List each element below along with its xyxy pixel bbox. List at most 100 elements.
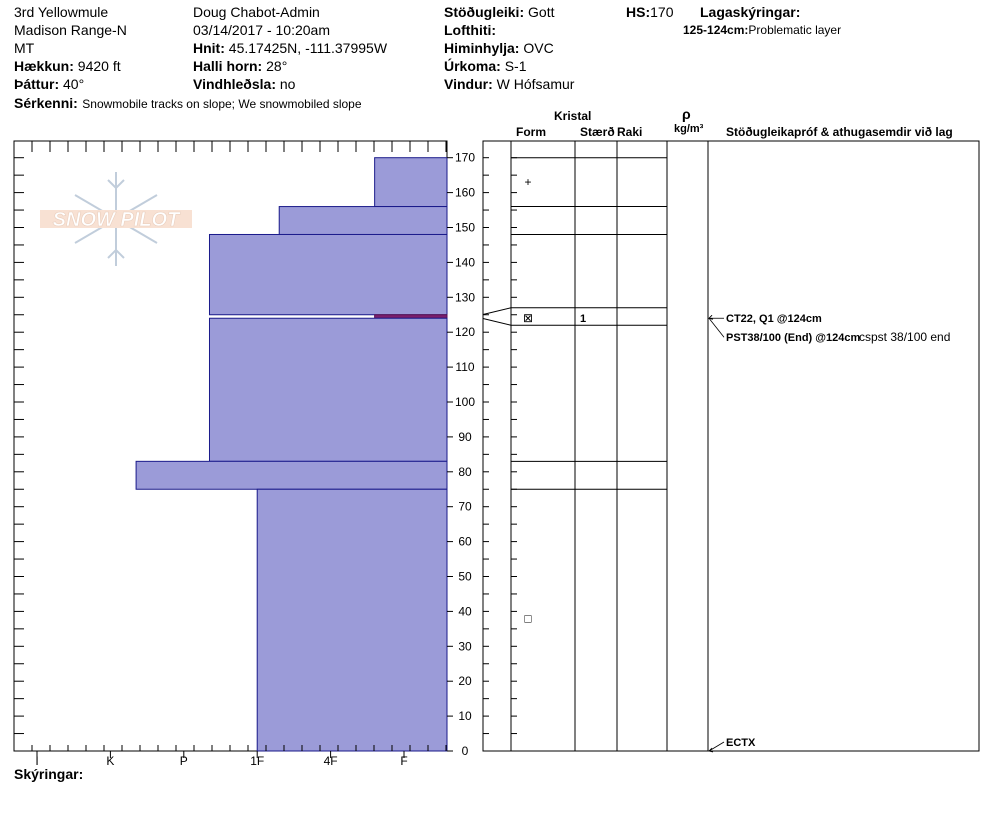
height-tick-label: 70 xyxy=(458,500,472,514)
sky-cover-label: Himinhylja: xyxy=(444,40,520,56)
top-ticks xyxy=(13,141,447,152)
density-symbol: ρ xyxy=(682,106,691,122)
precipitation: Úrkoma: S-1 xyxy=(444,59,526,73)
wind-label: Vindur: xyxy=(444,76,493,92)
height-tick-label: 50 xyxy=(458,570,472,584)
elevation: Hækkun: 9420 ft xyxy=(14,59,121,73)
features-value: Snowmobile tracks on slope; We snowmobil… xyxy=(82,97,362,111)
stability-value: Gott xyxy=(528,4,555,20)
location-state: MT xyxy=(14,40,35,56)
grain-table-frame xyxy=(482,140,980,752)
hardness-tick-label: F xyxy=(400,754,407,768)
legend-title: Lagaskýringar: xyxy=(700,4,801,20)
logo-text: SNOW PILOT xyxy=(53,209,181,231)
sky-cover: Himinhylja: OVC xyxy=(444,41,554,55)
location-range: Madison Range-N xyxy=(14,22,127,38)
elevation-value: 9420 ft xyxy=(77,58,121,74)
grain-form-symbol: ⊠ xyxy=(523,311,533,325)
observer: Doug Chabot-Admin xyxy=(193,4,320,20)
hardness-layer xyxy=(135,460,448,490)
form-header: Form xyxy=(516,125,546,139)
boundary-connector xyxy=(482,318,512,326)
hardness-layer xyxy=(278,206,448,235)
table-ticks xyxy=(483,157,517,752)
height-tick-label: 170 xyxy=(455,151,475,165)
datetime: 03/14/2017 - 10:20am xyxy=(193,22,330,38)
stability-label: Stöðugleiki: xyxy=(444,4,525,20)
legend-entry: 125-124cm:Problematic layer xyxy=(683,24,841,36)
wind-value: W Hófsamur xyxy=(496,76,575,92)
hardness-tick-label: P xyxy=(180,754,188,768)
boundary-connector xyxy=(482,307,512,315)
air-temp: Lofthiti: xyxy=(444,23,496,37)
size-header: Stærð xyxy=(580,125,615,139)
aspect-label: Þáttur: xyxy=(14,76,60,92)
grain-form-symbol: + xyxy=(524,175,531,189)
crystal-header: Kristal xyxy=(554,109,592,123)
height-tick-label: 130 xyxy=(455,290,475,304)
air-temp-label: Lofthiti: xyxy=(444,22,497,38)
sky-cover-value: OVC xyxy=(523,40,554,56)
layer-boundaries xyxy=(482,157,667,490)
test-pointer-line xyxy=(708,317,725,338)
height-tick-label: 80 xyxy=(458,465,472,479)
wind-loading: Vindhleðsla: no xyxy=(193,77,295,91)
stability-test-label: PST38/100 (End) @124cm xyxy=(726,332,860,344)
test-pointer-arrow xyxy=(708,747,714,753)
hardness-layer xyxy=(208,233,448,316)
height-tick-label: 110 xyxy=(455,360,474,374)
tests-header: Stöðugleikapróf & athugasemdir við lag xyxy=(726,125,953,139)
grain-size-value: 1 xyxy=(580,313,586,325)
slope-angle-value: 28° xyxy=(266,58,288,74)
coordinates: Hnit: 45.17425N, -111.37995W xyxy=(193,41,387,55)
height-tick-label: 60 xyxy=(458,535,472,549)
precipitation-value: S-1 xyxy=(504,58,527,74)
height-tick-label: 140 xyxy=(455,255,475,269)
wind-loading-value: no xyxy=(279,76,296,92)
hardness-layers xyxy=(135,157,448,752)
snow-height: HS:170 xyxy=(626,5,673,19)
hardness-tick-label: 4F xyxy=(324,754,338,768)
test-pointer-arrow xyxy=(708,314,714,320)
problematic-layer xyxy=(374,314,448,319)
snow-height-value: 170 xyxy=(650,4,674,20)
slope-angle: Halli horn: 28° xyxy=(193,59,287,73)
height-tick-label: 0 xyxy=(462,744,469,758)
elevation-label: Hækkun: xyxy=(14,58,74,74)
grain-form-symbol: □ xyxy=(524,611,531,625)
hardness-axis: I K P 1F 4F F xyxy=(13,745,447,768)
slope-angle-label: Halli horn: xyxy=(193,58,263,74)
stability-test-note: cspst 38/100 end xyxy=(859,330,950,344)
coordinates-value: 45.17425N, -111.37995W xyxy=(228,40,388,56)
grain-symbols: + ⊠ 1 □ xyxy=(523,175,586,625)
notes-label: Skýringar: xyxy=(14,766,84,782)
wind: Vindur: W Hófsamur xyxy=(444,77,574,91)
height-tick-label: 20 xyxy=(458,674,472,688)
height-tick-label: 10 xyxy=(458,709,472,723)
height-tick-label: 160 xyxy=(455,186,475,200)
stability: Stöðugleiki: Gott xyxy=(444,5,554,19)
height-tick-label: 40 xyxy=(458,604,472,618)
logo-band xyxy=(40,210,192,228)
legend-depth: 125-124cm: xyxy=(683,23,749,37)
left-ticks xyxy=(14,157,24,752)
test-pointer-line xyxy=(708,741,725,752)
coordinates-label: Hnit: xyxy=(193,40,225,56)
snowpilot-logo: SNOW PILOT xyxy=(40,172,192,266)
features: Sérkenni: Snowmobile tracks on slope; We… xyxy=(14,96,362,112)
stability-test-label: CT22, Q1 @124cm xyxy=(726,313,822,325)
aspect-value: 40° xyxy=(63,76,85,92)
hardness-layer xyxy=(374,157,448,208)
height-axis: 0 10 20 30 40 50 60 70 80 90 100 110 120 130 140 150 160… xyxy=(447,151,475,758)
height-tick-label: 90 xyxy=(458,430,472,444)
aspect: Þáttur: 40° xyxy=(14,77,84,91)
hardness-tick-label: 1F xyxy=(250,754,264,768)
legend-text: Problematic layer xyxy=(748,23,842,37)
hardness-layer xyxy=(256,488,448,752)
density-unit: kg/m³ xyxy=(674,123,704,135)
features-label: Sérkenni: xyxy=(14,95,78,111)
height-tick-label: 100 xyxy=(455,395,475,409)
snow-height-label: HS: xyxy=(626,4,651,20)
precipitation-label: Úrkoma: xyxy=(444,58,501,74)
hardness-tick-label: I xyxy=(35,754,38,768)
